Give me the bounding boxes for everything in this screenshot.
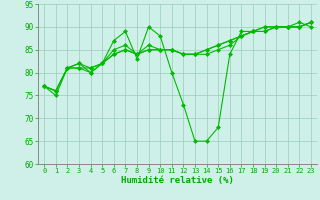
X-axis label: Humidité relative (%): Humidité relative (%) bbox=[121, 176, 234, 185]
